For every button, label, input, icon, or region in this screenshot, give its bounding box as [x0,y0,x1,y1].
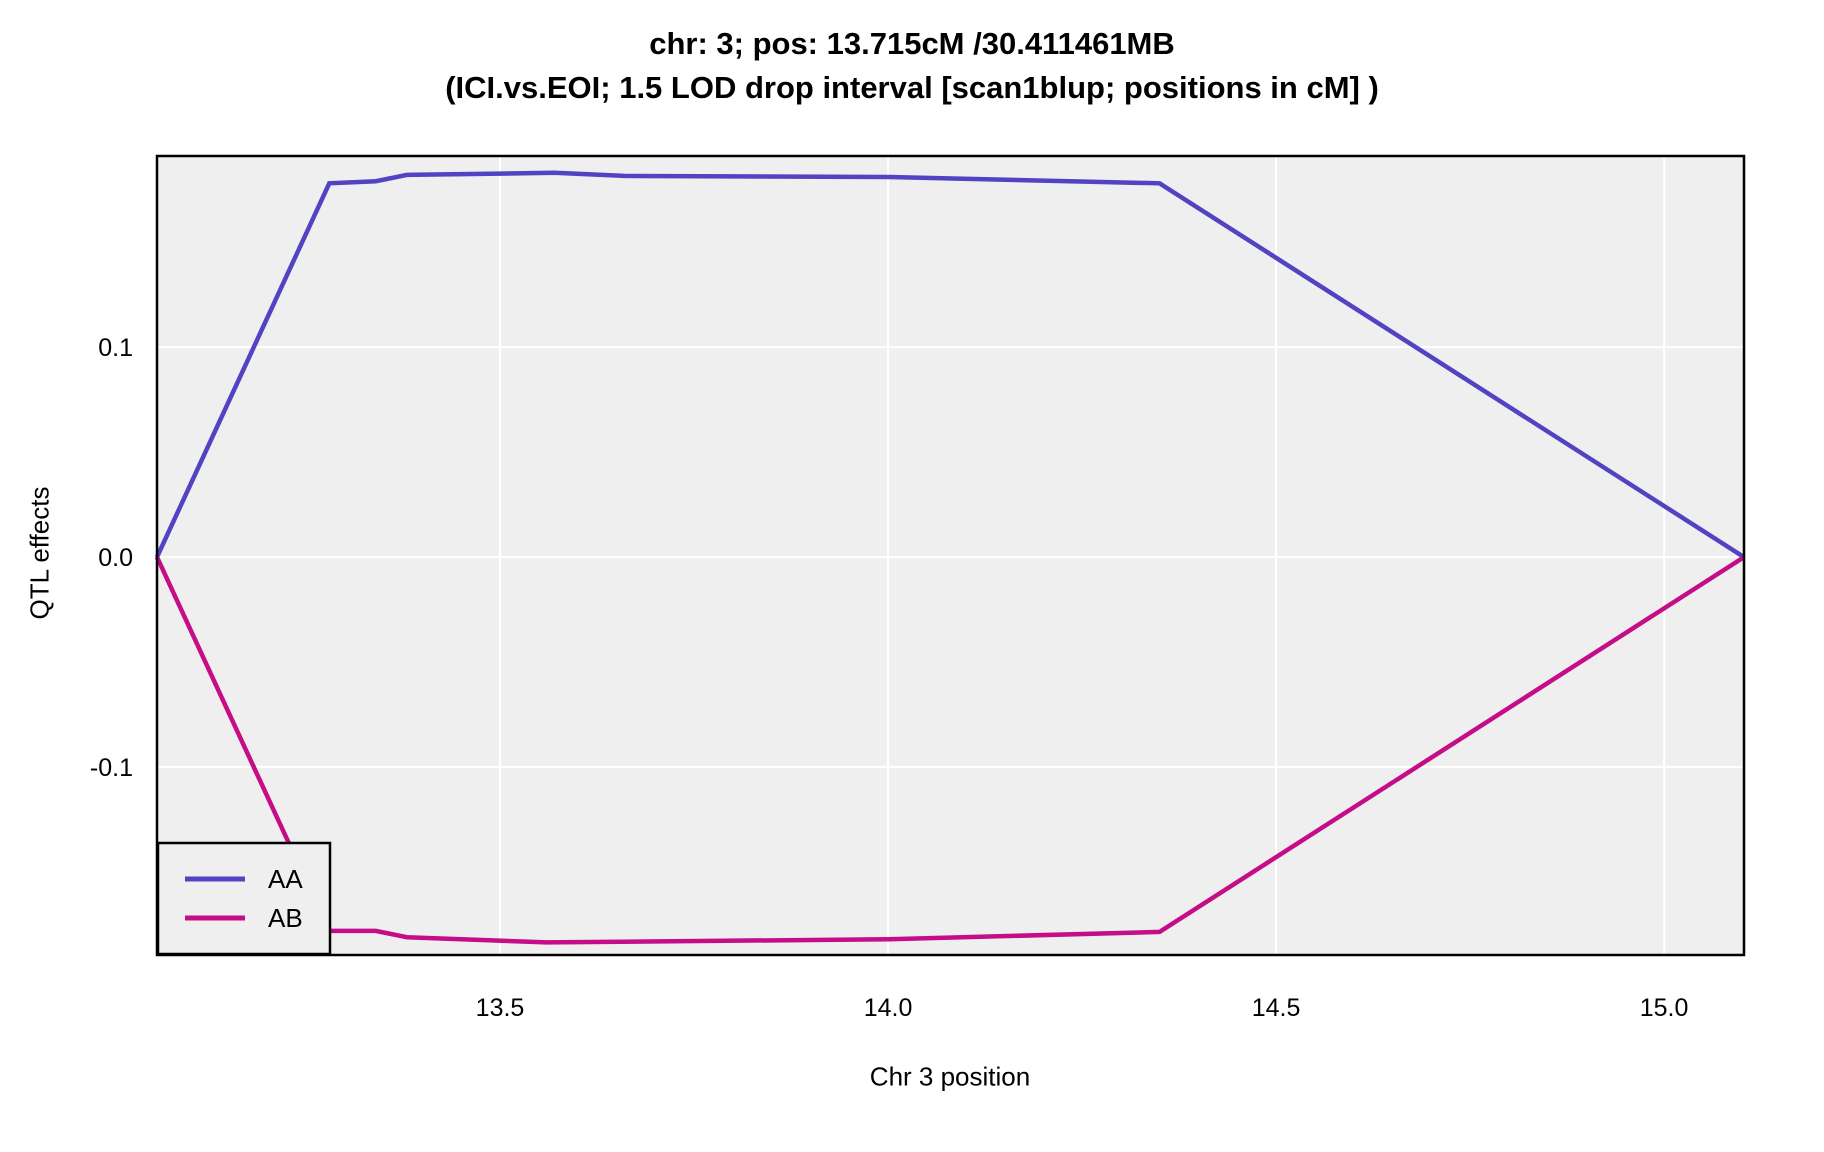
series-line-AA [154,170,1746,559]
plot-panel [157,156,1744,955]
x-axis-label: Chr 3 position [869,1061,1031,1092]
series-line-AB [154,555,1746,945]
x-tick-label: 14.5 [1252,994,1301,1022]
chart-title: chr: 3; pos: 13.715cM /30.411461MB [649,26,1175,61]
y-tick-label: -0.1 [90,754,133,782]
y-tick-label: 0.0 [98,544,133,572]
y-tick-label: 0.1 [98,334,133,362]
panel-border [155,154,1746,957]
x-tick-label: 14.0 [864,994,913,1022]
chart-subtitle: (ICI.vs.EOI; 1.5 LOD drop interval [scan… [445,70,1379,105]
x-tick-label: 13.5 [476,994,525,1022]
y-axis-label: QTL effects [24,486,55,620]
legend-box [156,841,332,956]
legend-label-AA: AA [268,864,303,894]
legend-label-AB: AB [268,903,303,933]
x-tick-label: 15.0 [1640,994,1689,1022]
